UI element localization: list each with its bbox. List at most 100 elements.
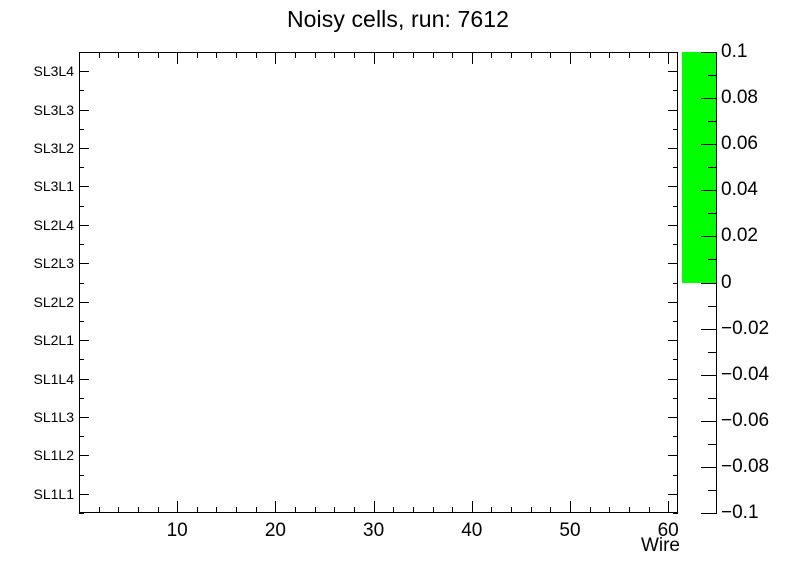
y-axis-minor-tick-mirror bbox=[673, 321, 678, 322]
y-axis-tick-mirror bbox=[668, 379, 678, 380]
x-axis-title: Wire bbox=[640, 535, 680, 556]
y-axis-minor-tick-mirror bbox=[673, 90, 678, 91]
y-axis-minor-tick-mirror bbox=[673, 513, 678, 514]
x-axis-minor-tick bbox=[649, 507, 650, 513]
x-axis-tick-mirror bbox=[118, 52, 119, 58]
y-axis-tick-label: SL1L2 bbox=[33, 447, 74, 464]
colorbar-tick bbox=[701, 421, 717, 422]
colorbar-minor-tick bbox=[708, 352, 717, 353]
colorbar-minor-tick bbox=[708, 490, 717, 491]
colorbar-minor-tick bbox=[708, 167, 717, 168]
x-axis-tick-label: 30 bbox=[363, 520, 385, 541]
colorbar-minor-tick bbox=[708, 121, 717, 122]
y-axis-tick-mirror bbox=[668, 225, 678, 226]
y-axis-tick bbox=[79, 148, 89, 149]
y-axis-minor-tick bbox=[79, 52, 84, 53]
x-axis-minor-tick bbox=[550, 507, 551, 513]
x-axis-tick-mirror bbox=[550, 52, 551, 58]
y-axis-minor-tick bbox=[79, 436, 84, 437]
x-axis-major-tick bbox=[472, 501, 473, 513]
y-axis-minor-tick-mirror bbox=[673, 359, 678, 360]
colorbar-tick bbox=[701, 98, 717, 99]
y-axis-tick bbox=[79, 302, 89, 303]
colorbar-tick bbox=[701, 283, 717, 284]
x-axis-minor-tick bbox=[413, 507, 414, 513]
y-axis-tick-mirror bbox=[668, 417, 678, 418]
x-axis-tick-mirror bbox=[452, 52, 453, 58]
x-axis-tick-mirror bbox=[315, 52, 316, 58]
plot-frame bbox=[79, 52, 678, 513]
x-axis-minor-tick bbox=[629, 507, 630, 513]
y-axis-tick-mirror bbox=[668, 148, 678, 149]
x-axis-tick-mirror bbox=[413, 52, 414, 58]
y-axis-minor-tick-mirror bbox=[673, 398, 678, 399]
x-axis-tick-label: 60 bbox=[657, 520, 679, 541]
x-axis-tick-mirror bbox=[472, 52, 473, 64]
y-axis-minor-tick-mirror bbox=[673, 436, 678, 437]
colorbar-tick-label: 0.04 bbox=[721, 179, 758, 201]
x-axis-tick-mirror bbox=[295, 52, 296, 58]
x-axis-minor-tick bbox=[609, 507, 610, 513]
x-axis-minor-tick bbox=[354, 507, 355, 513]
colorbar-tick bbox=[701, 513, 717, 514]
x-axis-major-tick bbox=[570, 501, 571, 513]
x-axis-minor-tick bbox=[216, 507, 217, 513]
colorbar-tick bbox=[701, 190, 717, 191]
x-axis-tick-mirror bbox=[275, 52, 276, 64]
x-axis-tick-mirror bbox=[433, 52, 434, 58]
colorbar-tick bbox=[701, 375, 717, 376]
y-axis-tick-mirror bbox=[668, 455, 678, 456]
x-axis-tick-mirror bbox=[79, 52, 80, 58]
y-axis-minor-tick bbox=[79, 321, 84, 322]
y-axis-minor-tick-mirror bbox=[673, 167, 678, 168]
colorbar-tick bbox=[701, 52, 717, 53]
y-axis-tick-mirror bbox=[668, 186, 678, 187]
x-axis-tick-mirror bbox=[216, 52, 217, 58]
y-axis-tick bbox=[79, 110, 89, 111]
y-axis-tick-mirror bbox=[668, 110, 678, 111]
x-axis-tick-mirror bbox=[668, 52, 669, 64]
x-axis-minor-tick bbox=[295, 507, 296, 513]
y-axis-tick-label: SL1L4 bbox=[33, 370, 74, 387]
x-axis-tick-mirror bbox=[197, 52, 198, 58]
y-axis-minor-tick bbox=[79, 475, 84, 476]
y-axis-tick bbox=[79, 455, 89, 456]
colorbar-tick-label: −0.08 bbox=[721, 455, 770, 477]
colorbar-minor-tick bbox=[708, 398, 717, 399]
colorbar-tick bbox=[701, 236, 717, 237]
colorbar-tick bbox=[701, 467, 717, 468]
y-axis-tick-label: SL3L1 bbox=[33, 178, 74, 195]
y-axis-tick-label: SL2L4 bbox=[33, 216, 74, 233]
colorbar-tick-label: −0.1 bbox=[721, 502, 759, 523]
x-axis-minor-tick bbox=[236, 507, 237, 513]
x-axis-major-tick bbox=[374, 501, 375, 513]
y-axis-minor-tick bbox=[79, 206, 84, 207]
colorbar-tick-label: −0.06 bbox=[721, 409, 770, 431]
colorbar-tick-label: −0.02 bbox=[721, 317, 770, 339]
y-axis-tick-label: SL1L3 bbox=[33, 408, 74, 425]
y-axis-tick-label: SL1L1 bbox=[33, 485, 74, 502]
x-axis-tick-label: 10 bbox=[166, 520, 188, 541]
x-axis-minor-tick bbox=[118, 507, 119, 513]
y-axis-minor-tick bbox=[79, 90, 84, 91]
y-axis-minor-tick-mirror bbox=[673, 52, 678, 53]
y-axis-minor-tick-mirror bbox=[673, 129, 678, 130]
x-axis-tick-mirror bbox=[531, 52, 532, 58]
y-axis-tick-label: SL2L1 bbox=[33, 332, 74, 349]
y-axis-tick-mirror bbox=[668, 494, 678, 495]
x-axis-major-tick bbox=[275, 501, 276, 513]
y-axis-tick-label: SL2L3 bbox=[33, 255, 74, 272]
colorbar-tick-label: 0.08 bbox=[721, 87, 758, 109]
y-axis-tick-label: SL3L3 bbox=[33, 101, 74, 118]
y-axis-tick bbox=[79, 186, 89, 187]
page-title: Noisy cells, run: 7612 bbox=[286, 6, 510, 32]
x-axis-minor-tick bbox=[138, 507, 139, 513]
y-axis-minor-tick-mirror bbox=[673, 475, 678, 476]
x-axis-tick-mirror bbox=[354, 52, 355, 58]
colorbar-minor-tick bbox=[708, 213, 717, 214]
x-axis-minor-tick bbox=[491, 507, 492, 513]
x-axis-minor-tick bbox=[158, 507, 159, 513]
x-axis-tick-label: 50 bbox=[559, 520, 581, 541]
x-axis-minor-tick bbox=[315, 507, 316, 513]
